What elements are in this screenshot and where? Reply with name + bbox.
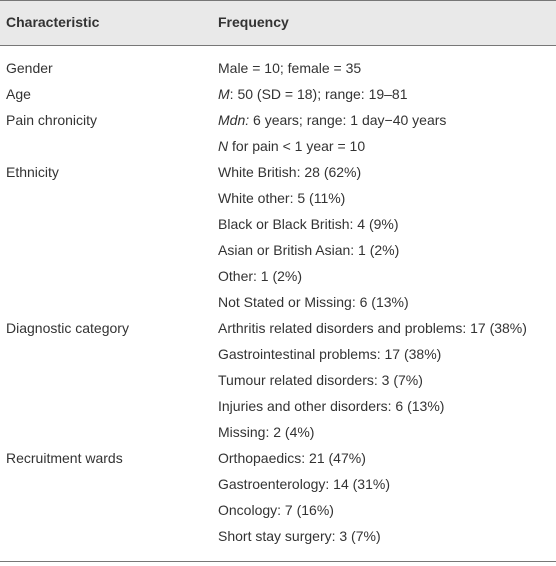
characteristic-cell: Gender bbox=[6, 60, 53, 76]
text-segment: Mdn: bbox=[218, 112, 250, 128]
frequency-cell: Oncology: 7 (16%) bbox=[218, 497, 334, 523]
frequency-cell: Injuries and other disorders: 6 (13%) bbox=[218, 393, 444, 419]
frequency-cell: White other: 5 (11%) bbox=[218, 185, 345, 211]
text-segment: for pain < 1 year = 10 bbox=[228, 138, 366, 154]
text-segment: White other: 5 (11%) bbox=[218, 190, 346, 206]
characteristic-cell: Recruitment wards bbox=[6, 450, 123, 466]
text-segment: Male = 10; female = 35 bbox=[218, 60, 362, 76]
text-segment: Gastroenterology: 14 (31%) bbox=[218, 476, 390, 492]
header-cell: Characteristic bbox=[6, 14, 100, 30]
text-segment: Gastrointestinal problems: 17 (38%) bbox=[218, 346, 442, 362]
frequency-cell: Gastroenterology: 14 (31%) bbox=[218, 471, 390, 497]
header-cell: Frequency bbox=[218, 14, 289, 30]
text-segment: Injuries and other disorders: 6 (13%) bbox=[218, 398, 445, 414]
table-bottom-rule bbox=[0, 561, 556, 562]
frequency-cell: Missing: 2 (4%) bbox=[218, 419, 314, 445]
text-segment: Other: 1 (2%) bbox=[218, 268, 303, 284]
characteristic-cell: Age bbox=[6, 86, 31, 102]
text-segment: Black or Black British: 4 (9%) bbox=[218, 216, 399, 232]
frequency-cell: Tumour related disorders: 3 (7%) bbox=[218, 367, 423, 393]
frequency-cell: Black or Black British: 4 (9%) bbox=[218, 211, 399, 237]
frequency-cell: Asian or British Asian: 1 (2%) bbox=[218, 237, 399, 263]
characteristic-cell: Ethnicity bbox=[6, 164, 59, 180]
characteristic-cell: Pain chronicity bbox=[6, 112, 98, 128]
frequency-cell: Other: 1 (2%) bbox=[218, 263, 302, 289]
frequency-cell: M: 50 (SD = 18); range: 19–81 bbox=[218, 81, 408, 107]
text-segment: Not Stated or Missing: 6 (13%) bbox=[218, 294, 409, 310]
frequency-cell: White British: 28 (62%) bbox=[218, 159, 361, 185]
frequency-cell: Mdn: 6 years; range: 1 day−40 years bbox=[218, 107, 446, 133]
frequency-cell: Not Stated or Missing: 6 (13%) bbox=[218, 289, 409, 315]
frequency-cell: Gastrointestinal problems: 17 (38%) bbox=[218, 341, 441, 367]
text-segment: Oncology: 7 (16%) bbox=[218, 502, 334, 518]
text-segment: N bbox=[218, 138, 229, 154]
frequency-cell: Male = 10; female = 35 bbox=[218, 55, 361, 81]
text-segment: M bbox=[218, 86, 230, 102]
text-segment: Orthopaedics: 21 (47%) bbox=[218, 450, 366, 466]
text-segment: Asian or British Asian: 1 (2%) bbox=[218, 242, 400, 258]
frequency-cell: N for pain < 1 year = 10 bbox=[218, 133, 365, 159]
text-segment: Arthritis related disorders and problems… bbox=[218, 320, 527, 336]
characteristic-cell: Diagnostic category bbox=[6, 320, 129, 336]
text-segment: : 50 (SD = 18); range: 19–81 bbox=[229, 86, 408, 102]
frequency-cell: Orthopaedics: 21 (47%) bbox=[218, 445, 366, 471]
text-segment: Missing: 2 (4%) bbox=[218, 424, 315, 440]
text-segment: White British: 28 (62%) bbox=[218, 164, 362, 180]
text-segment: Tumour related disorders: 3 (7%) bbox=[218, 372, 423, 388]
table-header: Characteristic Frequency bbox=[0, 0, 556, 46]
text-segment: Short stay surgery: 3 (7%) bbox=[218, 528, 381, 544]
text-segment: 6 years; range: 1 day−40 years bbox=[249, 112, 447, 128]
frequency-cell: Short stay surgery: 3 (7%) bbox=[218, 523, 381, 549]
frequency-cell: Arthritis related disorders and problems… bbox=[218, 315, 527, 341]
